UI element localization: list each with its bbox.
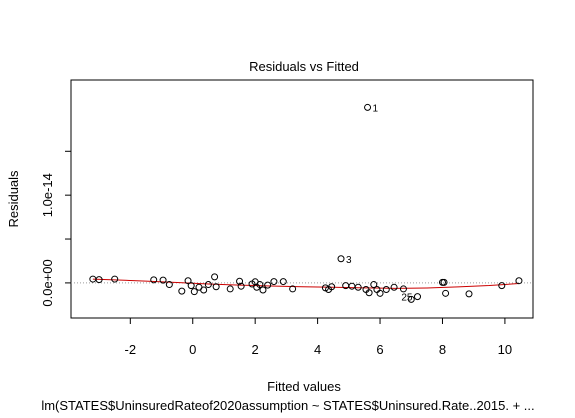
- point-label: 3: [346, 255, 352, 266]
- residual-point: [370, 281, 378, 289]
- x-axis-label: Fitted values: [267, 379, 341, 394]
- residual-point: [184, 277, 192, 285]
- residual-point: [159, 276, 167, 284]
- residual-points: [89, 103, 523, 303]
- x-axis: -2 0 2 4 6 8 10: [125, 318, 512, 357]
- residual-point: [364, 103, 372, 111]
- y-tick-label: 1.0e-14: [40, 173, 55, 217]
- residual-point: [407, 295, 415, 303]
- x-tick-label: 8: [439, 342, 446, 357]
- residual-point: [373, 285, 381, 293]
- y-tick-label: 0.0e+00: [40, 259, 55, 306]
- residual-point: [376, 289, 384, 297]
- residual-point: [328, 283, 336, 291]
- point-label: 25: [401, 293, 413, 304]
- residual-point: [95, 276, 103, 284]
- residual-point: [165, 281, 173, 289]
- residual-point: [190, 288, 198, 296]
- residual-point: [498, 282, 506, 290]
- y-axis-label: Residuals: [6, 170, 21, 228]
- residual-point: [150, 276, 158, 284]
- residual-point: [259, 286, 267, 294]
- residual-point: [270, 278, 278, 286]
- x-tick-label: 10: [498, 342, 512, 357]
- residual-point: [515, 277, 523, 285]
- residual-point: [390, 283, 398, 291]
- x-tick-label: -2: [125, 342, 137, 357]
- residual-point: [414, 293, 421, 301]
- residual-point: [211, 273, 219, 281]
- point-label: 1: [373, 103, 379, 114]
- residual-point: [354, 283, 362, 291]
- chart-title: Residuals vs Fitted: [249, 59, 359, 74]
- point-labels: 1 3 25: [346, 103, 413, 303]
- residual-point: [256, 281, 264, 289]
- residual-point: [204, 281, 212, 289]
- residual-point: [465, 290, 473, 298]
- residual-point: [111, 275, 119, 283]
- residual-point: [264, 281, 272, 289]
- residual-point: [289, 285, 297, 293]
- residual-point: [399, 285, 407, 293]
- residual-point: [279, 278, 287, 286]
- residual-point: [440, 278, 448, 286]
- residual-point: [237, 282, 245, 290]
- y-axis: 0.0e+00 1.0e-14: [40, 150, 71, 307]
- x-tick-label: 2: [252, 342, 259, 357]
- residual-point: [200, 286, 208, 294]
- residual-point: [337, 255, 345, 263]
- residual-point: [365, 289, 373, 297]
- residual-point: [212, 283, 220, 291]
- residual-point: [187, 282, 195, 290]
- residual-point: [178, 287, 186, 295]
- model-formula-subtitle: lm(STATES$UninsuredRateof2020assumption …: [41, 398, 534, 413]
- residual-point: [442, 289, 450, 297]
- residual-point: [382, 285, 390, 293]
- plot-box: [70, 79, 534, 319]
- residual-point: [348, 282, 356, 290]
- residual-point: [236, 277, 244, 285]
- x-tick-label: 4: [314, 342, 321, 357]
- x-tick-label: 0: [189, 342, 196, 357]
- residual-point: [226, 285, 234, 293]
- x-tick-label: 6: [376, 342, 383, 357]
